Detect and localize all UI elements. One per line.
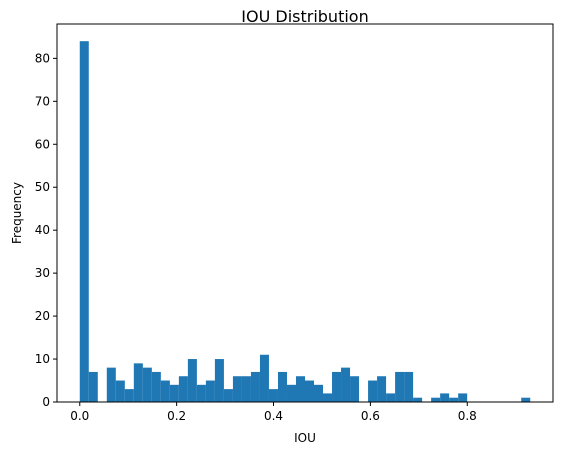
x-axis-label: IOU bbox=[294, 431, 316, 445]
histogram-bar bbox=[250, 371, 260, 402]
histogram-bar bbox=[332, 371, 342, 402]
histogram-bar bbox=[115, 380, 125, 402]
y-ticks-group: 0 10 20 30 40 50 60 70 80 bbox=[35, 51, 57, 409]
x-tick-label: 0.0 bbox=[70, 409, 89, 423]
histogram-bar bbox=[449, 397, 459, 402]
y-tick-label: 60 bbox=[35, 137, 50, 151]
histogram-bar bbox=[458, 393, 468, 402]
histogram-bar bbox=[268, 389, 278, 402]
histogram-bar bbox=[305, 380, 315, 402]
y-tick-label: 20 bbox=[35, 309, 50, 323]
histogram-bar bbox=[323, 393, 333, 402]
histogram-bar bbox=[277, 371, 287, 402]
histogram-bar bbox=[124, 389, 134, 402]
histogram-bar bbox=[404, 371, 414, 402]
histogram-bar bbox=[142, 367, 152, 402]
x-tick-label: 0.8 bbox=[458, 409, 477, 423]
y-tick-label: 30 bbox=[35, 266, 50, 280]
histogram-bar bbox=[413, 397, 423, 402]
histogram-bar bbox=[79, 41, 89, 402]
x-tick-label: 0.6 bbox=[361, 409, 380, 423]
histogram-bar bbox=[295, 376, 305, 402]
histogram-bar bbox=[377, 376, 387, 402]
histogram-bar bbox=[368, 380, 378, 402]
histogram-bar bbox=[341, 367, 351, 402]
histogram-bar bbox=[214, 359, 224, 402]
histogram-bar bbox=[521, 397, 531, 402]
y-tick-label: 40 bbox=[35, 223, 50, 237]
histogram-bar bbox=[196, 384, 206, 402]
histogram-bar bbox=[350, 376, 360, 402]
y-tick-label: 80 bbox=[35, 51, 50, 65]
histogram-bar bbox=[259, 354, 269, 402]
histogram-bar bbox=[232, 376, 242, 402]
y-tick-label: 70 bbox=[35, 94, 50, 108]
histogram-bar bbox=[386, 393, 396, 402]
histogram-bar bbox=[205, 380, 215, 402]
histogram-bar bbox=[178, 376, 188, 402]
axes-frame bbox=[56, 23, 554, 403]
bars-group bbox=[79, 41, 531, 402]
x-ticks-group: 0.0 0.2 0.4 0.6 0.8 bbox=[70, 402, 477, 423]
histogram-bar bbox=[241, 376, 251, 402]
histogram-bar bbox=[395, 371, 405, 402]
chart-title: IOU Distribution bbox=[241, 7, 368, 26]
histogram-bar bbox=[106, 367, 116, 402]
histogram-bar bbox=[169, 384, 179, 402]
histogram-bar bbox=[133, 363, 143, 402]
x-tick-label: 0.4 bbox=[264, 409, 283, 423]
histogram-bar bbox=[151, 371, 161, 402]
histogram-bar bbox=[187, 359, 197, 402]
histogram-bar bbox=[314, 384, 324, 402]
histogram-bar bbox=[286, 384, 296, 402]
histogram-bar bbox=[88, 371, 98, 402]
histogram-bar bbox=[223, 389, 233, 402]
y-axis-label: Frequency bbox=[10, 182, 24, 244]
histogram-bar bbox=[440, 393, 450, 402]
y-tick-label: 50 bbox=[35, 180, 50, 194]
histogram-bar bbox=[160, 380, 170, 402]
histogram-bar bbox=[431, 397, 441, 402]
x-tick-label: 0.2 bbox=[167, 409, 186, 423]
y-tick-label: 0 bbox=[42, 395, 50, 409]
y-tick-label: 10 bbox=[35, 352, 50, 366]
